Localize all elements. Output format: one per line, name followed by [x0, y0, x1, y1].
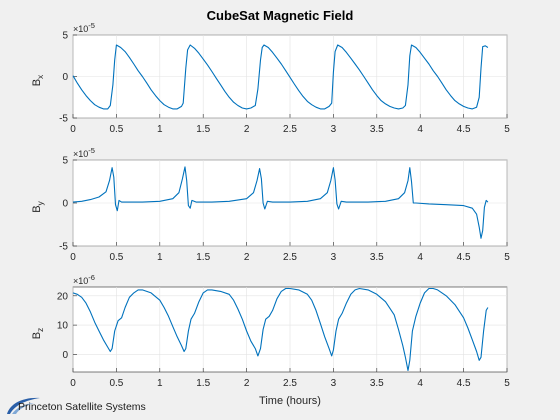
x-tick-label: 3.5 [370, 124, 384, 135]
y-tick-label: 0 [62, 350, 68, 361]
y-axis-label: Bz [31, 328, 45, 340]
axes-bx: 0 0.5 1 1.5 2 2.5 3 3.5 4 4.5 5-505×10-5Bx [31, 21, 510, 135]
x-tick-label: 3 [331, 124, 337, 135]
x-tick-label: 4 [417, 124, 423, 135]
y-tick-label: -5 [59, 242, 68, 253]
y-exponent-label: ×10-6 [73, 273, 95, 286]
y-axis-label-subscript: z [35, 328, 45, 332]
x-tick-label: 5 [504, 252, 510, 263]
x-axis-label: Time (hours) [259, 395, 321, 407]
exponent-base: ×10 [73, 149, 88, 159]
series-line-bz [72, 287, 489, 372]
y-exponent-label: ×10-5 [73, 146, 95, 159]
x-tick-label: 3.5 [370, 252, 384, 263]
x-tick-label: 5 [504, 378, 510, 389]
x-tick-label: 4.5 [457, 124, 471, 135]
y-tick-label: 10 [57, 321, 69, 332]
x-tick-label: 1.5 [196, 378, 210, 389]
y-axis-label: Bx [31, 74, 45, 86]
x-tick-label: 3.5 [370, 378, 384, 389]
x-tick-label: 0.5 [109, 252, 123, 263]
x-tick-label: 2.5 [283, 378, 297, 389]
y-tick-label: 0 [62, 199, 68, 210]
x-tick-label: 0.5 [109, 124, 123, 135]
x-tick-label: 1 [157, 378, 163, 389]
x-tick-label: 1.5 [196, 124, 210, 135]
chart-title: CubeSat Magnetic Field [207, 8, 354, 23]
axes-bz: 0 0.5 1 1.5 2 2.5 3 3.5 4 4.5 5 0 10 20 ×10-6 Bz [31, 273, 510, 389]
x-tick-label: 2 [244, 124, 250, 135]
y-axis-label-base: B [31, 205, 43, 212]
x-tick-label: 4 [417, 252, 423, 263]
y-tick-label: 5 [62, 31, 68, 42]
y-exponent-label: ×10-5 [73, 21, 95, 34]
y-tick-label: 20 [57, 291, 69, 302]
y-axis-label-base: B [31, 332, 43, 339]
company-logo: Princeton Satellite Systems [4, 393, 154, 417]
x-tick-label: 2 [244, 252, 250, 263]
exponent-base: ×10 [73, 24, 88, 34]
x-tick-label: 1.5 [196, 252, 210, 263]
x-tick-label: 4 [417, 378, 423, 389]
axes-by: 0 0.5 1 1.5 2 2.5 3 3.5 4 4.5 5-505×10-5By [31, 146, 510, 263]
exponent-power: -5 [88, 146, 95, 155]
x-tick-label: 5 [504, 124, 510, 135]
exponent-power: -5 [88, 21, 95, 30]
x-tick-label: 0 [70, 378, 76, 389]
x-tick-label: 1 [157, 124, 163, 135]
x-tick-label: 2 [244, 378, 250, 389]
x-tick-label: 1 [157, 252, 163, 263]
y-tick-label: 0 [62, 72, 68, 83]
y-axis-label: By [31, 200, 45, 212]
x-tick-label: 2.5 [283, 252, 297, 263]
x-tick-label: 4.5 [457, 378, 471, 389]
y-axis-label-subscript: y [35, 200, 45, 205]
x-tick-label: 0.5 [109, 378, 123, 389]
x-tick-label: 2.5 [283, 124, 297, 135]
logo-text: Princeton Satellite Systems [18, 401, 146, 413]
exponent-base: ×10 [73, 276, 88, 286]
swoosh-icon [7, 397, 40, 414]
exponent-power: -6 [88, 273, 95, 282]
x-tick-label: 0 [70, 124, 76, 135]
y-axis-label-base: B [31, 79, 43, 86]
x-tick-label: 3 [331, 378, 337, 389]
series-line-by [72, 166, 489, 239]
y-tick-label: 5 [62, 156, 68, 167]
y-axis-label-subscript: x [35, 74, 45, 79]
x-tick-label: 0 [70, 252, 76, 263]
x-tick-label: 3 [331, 252, 337, 263]
series-line-bx [72, 44, 489, 110]
x-tick-label: 4.5 [457, 252, 471, 263]
y-tick-label: -5 [59, 114, 68, 125]
